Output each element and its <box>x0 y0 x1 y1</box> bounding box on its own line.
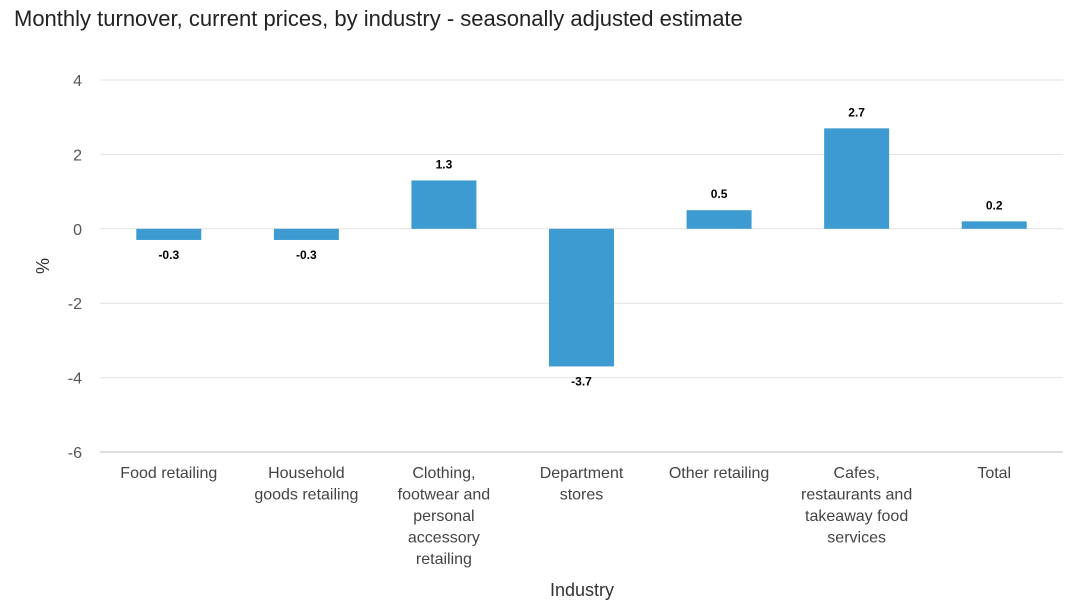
bar <box>686 210 752 229</box>
x-tick-label-line: Food retailing <box>120 465 217 482</box>
x-tick-label-line: Household <box>268 465 345 482</box>
x-tick-label: Cafes, restaurants and takeaway food servic… <box>801 465 912 547</box>
y-tick-label: -2 <box>68 296 82 313</box>
x-tick-label-line: services <box>827 530 886 547</box>
y-tick-label: 4 <box>73 73 82 90</box>
x-axis-categories: Food retailing Household goods retailing Cl… <box>120 465 1011 568</box>
y-tick-label: -6 <box>68 445 82 462</box>
x-tick-label-line: takeaway food <box>805 508 908 525</box>
y-axis-title: % <box>33 258 53 274</box>
x-tick-label-line: goods retailing <box>254 487 358 504</box>
data-labels: -0.3 -0.3 1.3 -3.7 0.5 2.7 0.2 <box>158 105 1002 388</box>
x-tick-label: Clothing, footwear and personal accessory re… <box>398 465 491 568</box>
bar <box>273 228 339 240</box>
x-tick-label-line: personal <box>413 508 474 525</box>
x-tick-label-line: restaurants and <box>801 487 912 504</box>
data-label: -0.3 <box>158 248 179 262</box>
x-tick-label: Other retailing <box>669 465 770 482</box>
x-tick-label-line: footwear and <box>398 487 491 504</box>
y-tick-label: -4 <box>68 371 82 388</box>
bar <box>824 128 890 229</box>
y-tick-label: 2 <box>73 147 82 164</box>
bars <box>136 128 1027 367</box>
x-tick-label-line: Other retailing <box>669 465 770 482</box>
x-tick-label: Food retailing <box>120 465 217 482</box>
x-tick-label-line: accessory <box>408 530 480 547</box>
bar <box>549 228 614 367</box>
chart-title: Monthly turnover, current prices, by ind… <box>14 6 743 31</box>
x-tick-label-line: Total <box>977 465 1011 482</box>
data-label: 2.7 <box>848 105 865 119</box>
bar <box>411 180 477 229</box>
x-tick-label-line: Cafes, <box>834 465 880 482</box>
x-tick-label-line: Clothing, <box>412 465 475 482</box>
y-tick-label: 0 <box>73 222 82 239</box>
x-tick-label-line: stores <box>560 487 604 504</box>
data-label: 1.3 <box>436 157 453 171</box>
x-tick-label: Household goods retailing <box>254 465 358 504</box>
x-tick-label-line: Department <box>540 465 624 482</box>
x-tick-label-line: retailing <box>416 551 472 568</box>
data-label: -0.3 <box>296 248 317 262</box>
data-label: 0.5 <box>711 187 728 201</box>
bar <box>136 228 202 240</box>
data-label: -3.7 <box>571 374 592 388</box>
data-label: 0.2 <box>986 198 1003 212</box>
x-tick-label: Total <box>977 465 1011 482</box>
x-tick-label: Department stores <box>540 465 624 504</box>
y-axis-ticks: 4 2 0 -2 -4 -6 <box>68 73 82 462</box>
x-axis-title: Industry <box>550 580 614 600</box>
bar <box>961 221 1027 229</box>
